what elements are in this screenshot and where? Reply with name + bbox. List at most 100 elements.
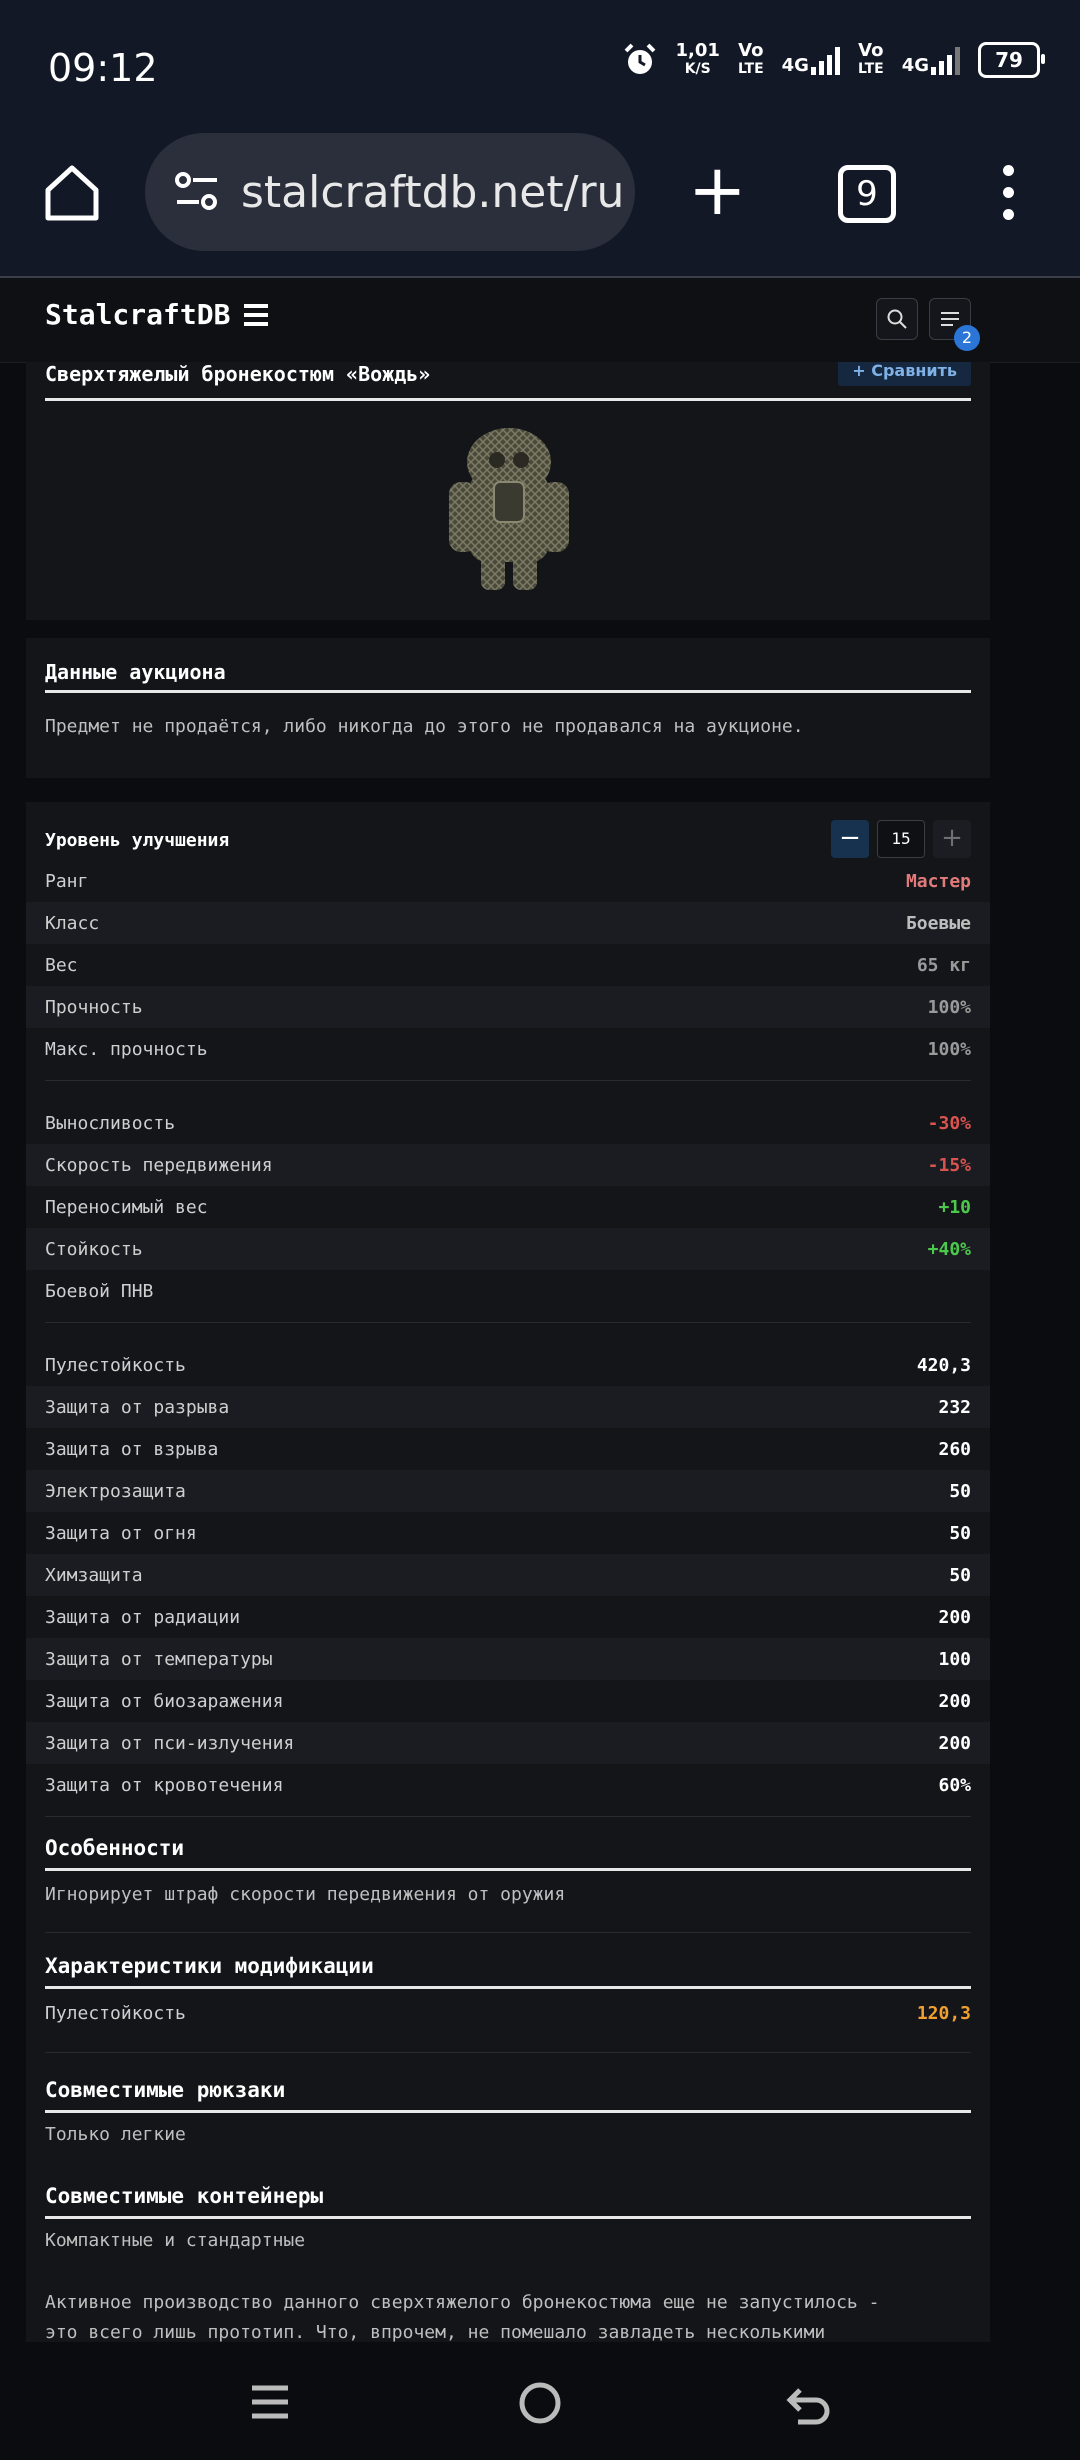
item-title: Сверхтяжелый бронекостюм «Вождь»	[45, 362, 431, 386]
stat-value: 50	[949, 1564, 971, 1586]
status-bar: 09:12 1,01 K/S Vo LTE 4G Vo LTE 4G 79	[0, 0, 1080, 130]
containers-title: Совместимые контейнеры	[45, 2184, 324, 2208]
table-row: Пулестойкость 120,3	[26, 1992, 990, 2034]
alarm-icon	[624, 43, 655, 74]
site-header: StalcraftDB 2	[0, 278, 1080, 363]
stat-value: 50	[949, 1480, 971, 1502]
home-icon[interactable]	[40, 160, 104, 224]
mod-title: Характеристики модификации	[45, 1954, 374, 1978]
description-line-1: Активное производство данного сверхтяжел…	[45, 2292, 880, 2313]
brand-name[interactable]: StalcraftDB	[45, 298, 231, 331]
tab-switcher-button[interactable]: 9	[838, 165, 896, 223]
stats-card: Уровень улучшения − 15 + Ранг Мастер Клас…	[26, 802, 990, 2342]
table-row: Защита от разрыва 232	[26, 1386, 990, 1428]
stat-value: 100%	[927, 1038, 971, 1060]
stat-label: Выносливость	[45, 1112, 176, 1134]
speed-unit: K/S	[684, 61, 711, 77]
new-tab-button[interactable]: +	[688, 149, 747, 231]
sim2-lte: LTE	[857, 61, 884, 77]
sim1-lte: LTE	[737, 61, 764, 77]
stat-label: Защита от кровотечения	[45, 1774, 284, 1796]
stat-label: Химзащита	[45, 1564, 143, 1586]
description-line-2: это всего лишь прототип. Что, впрочем, н…	[45, 2322, 826, 2342]
stat-label: Защита от разрыва	[45, 1396, 230, 1418]
address-bar[interactable]: stalcraftdb.net/ru	[145, 133, 635, 251]
browser-toolbar: stalcraftdb.net/ru + 9	[0, 130, 1080, 278]
signal-bars-icon	[931, 45, 960, 75]
battery-icon: 79	[978, 42, 1045, 78]
upgrade-decrease-button[interactable]: −	[831, 820, 869, 858]
compare-button[interactable]: + Сравнить	[838, 362, 971, 386]
table-row: Пулестойкость 420,3	[26, 1344, 990, 1386]
stat-label: Ранг	[45, 870, 89, 892]
table-row: Защита от температуры 100	[26, 1638, 990, 1680]
table-row: Скорость передвижения -15%	[26, 1144, 990, 1186]
page-content: Сверхтяжелый бронекостюм «Вождь» + Сравн…	[26, 362, 990, 2342]
table-row: Боевой ПНВ	[26, 1270, 990, 1312]
site-settings-icon[interactable]	[171, 166, 223, 218]
stat-label: Прочность	[45, 996, 143, 1018]
divider	[45, 1932, 971, 1933]
sim2-signal: 4G	[902, 45, 960, 75]
stat-value: Боевые	[905, 912, 971, 934]
sim1-signal: 4G	[782, 45, 840, 75]
stat-label: Защита от огня	[45, 1522, 197, 1544]
table-row: Защита от огня 50	[26, 1512, 990, 1554]
speed-value: 1,01	[675, 40, 720, 61]
url-text[interactable]: stalcraftdb.net/ru	[241, 166, 625, 218]
stat-label: Скорость передвижения	[45, 1154, 273, 1176]
stat-value: 260	[938, 1438, 971, 1460]
stat-value: +10	[938, 1196, 971, 1218]
home-nav-icon[interactable]	[517, 2380, 563, 2426]
stat-label: Защита от взрыва	[45, 1438, 219, 1460]
stat-value: 232	[938, 1396, 971, 1418]
search-button[interactable]	[876, 298, 918, 340]
stat-label: Пулестойкость	[45, 1354, 186, 1376]
stat-value: 200	[938, 1606, 971, 1628]
stat-value: 65 кг	[916, 954, 971, 976]
table-row: Стойкость +40%	[26, 1228, 990, 1270]
status-time: 09:12	[48, 46, 158, 90]
stat-value: +40%	[927, 1238, 971, 1260]
stat-label: Класс	[45, 912, 100, 934]
stat-label: Вес	[45, 954, 78, 976]
sim1-volte: Vo LTE	[738, 42, 764, 78]
table-row: Макс. прочность 100%	[26, 1028, 990, 1070]
divider	[45, 2052, 971, 2053]
stat-value: 420,3	[916, 1354, 971, 1376]
stat-value: 100%	[927, 996, 971, 1018]
upgrade-level-input[interactable]: 15	[877, 820, 925, 858]
upgrade-increase-button[interactable]: +	[933, 820, 971, 858]
menu-badge: 2	[954, 325, 980, 351]
stat-label: Электрозащита	[45, 1480, 186, 1502]
table-row: Выносливость -30%	[26, 1102, 990, 1144]
stat-value: -15%	[927, 1154, 971, 1176]
stat-value: 200	[938, 1732, 971, 1754]
table-row: Защита от взрыва 260	[26, 1428, 990, 1470]
recent-apps-icon[interactable]	[248, 2380, 292, 2424]
containers-divider	[45, 2216, 971, 2219]
stat-value: 60%	[938, 1774, 971, 1796]
backpacks-divider	[45, 2110, 971, 2113]
table-row: Прочность 100%	[26, 986, 990, 1028]
stat-label: Защита от пси-излучения	[45, 1732, 295, 1754]
title-divider	[45, 398, 971, 401]
table-row: Защита от биозаражения 200	[26, 1680, 990, 1722]
auction-title: Данные аукциона	[45, 660, 226, 684]
site-logo[interactable]: StalcraftDB	[45, 298, 269, 331]
list-icon[interactable]	[244, 303, 269, 326]
stat-value: 50	[949, 1522, 971, 1544]
more-menu-icon[interactable]	[996, 165, 1020, 225]
stat-value: Мастер	[905, 870, 971, 892]
system-nav-bar	[0, 2342, 1080, 2460]
menu-button[interactable]: 2	[929, 298, 980, 351]
search-icon	[887, 309, 907, 329]
divider	[45, 1080, 971, 1081]
back-icon[interactable]	[786, 2380, 832, 2426]
containers-text: Компактные и стандартные	[45, 2230, 306, 2251]
table-row: Защита от кровотечения 60%	[26, 1764, 990, 1806]
features-divider	[45, 1868, 971, 1871]
stat-label: Переносимый вес	[45, 1196, 208, 1218]
stat-value: 200	[938, 1690, 971, 1712]
table-row: Переносимый вес +10	[26, 1186, 990, 1228]
